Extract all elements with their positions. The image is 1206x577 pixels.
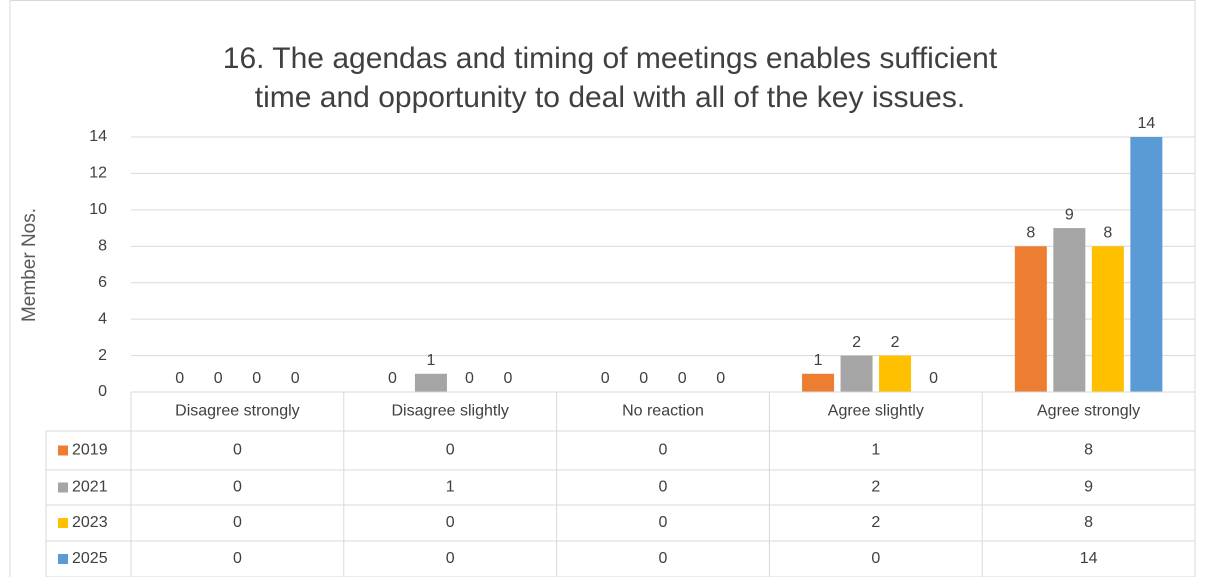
y-tick-label: 10 [89,201,107,218]
data-label: 0 [678,370,687,387]
table-cell: 0 [871,550,880,567]
table-cell: 9 [1084,479,1093,496]
data-label: 0 [214,370,223,387]
table-cell: 0 [233,442,242,459]
chart-title: 16. The agendas and timing of meetings e… [223,42,998,75]
table-cell: 1 [446,479,455,496]
bar [802,373,835,392]
bar [840,355,873,392]
legend-label: 2019 [72,442,108,459]
data-label: 0 [716,370,725,387]
data-label: 14 [1137,115,1155,132]
table-cell: 0 [446,514,455,531]
y-tick-label: 12 [89,165,107,182]
table-cell: 8 [1084,442,1093,459]
table-cell: 8 [1084,514,1093,531]
y-tick-label: 2 [98,347,107,364]
x-tick-label: Agree strongly [1037,403,1140,420]
table-cell: 0 [446,550,455,567]
data-label: 8 [1026,225,1035,242]
y-axis-title: Member Nos. [19,208,40,322]
table-cell: 0 [233,514,242,531]
legend-label: 2025 [72,550,108,567]
data-label: 1 [814,352,823,369]
data-label: 2 [852,334,861,351]
data-label: 9 [1065,206,1074,223]
legend-swatch [58,482,68,493]
data-label: 0 [388,370,397,387]
table-cell: 0 [233,550,242,567]
table-cell: 0 [446,442,455,459]
y-tick-label: 6 [98,274,107,291]
data-label: 0 [601,370,610,387]
data-label: 0 [929,370,938,387]
chart-border [9,0,1196,577]
legend-swatch [58,518,68,528]
legend-label: 2023 [72,514,108,531]
bar [1130,137,1163,392]
data-label: 1 [426,352,435,369]
table-cell: 1 [871,442,880,459]
bar [1014,246,1047,392]
table-cell: 2 [871,479,880,496]
bar [879,355,912,392]
x-tick-label: Disagree strongly [175,403,300,420]
bar [414,373,447,392]
x-tick-label: Agree slightly [828,403,924,420]
legend-label: 2021 [72,479,108,496]
y-tick-label: 14 [89,128,107,145]
table-cell: 0 [659,442,668,459]
data-label: 0 [252,370,261,387]
table-cell: 14 [1080,550,1098,567]
data-label: 0 [465,370,474,387]
legend-swatch [58,554,68,564]
bar [1053,228,1086,392]
legend-swatch [58,445,68,456]
y-tick-label: 0 [98,383,107,400]
x-tick-label: No reaction [622,403,704,420]
data-label: 2 [891,334,900,351]
table-cell: 0 [659,479,668,496]
y-tick-label: 4 [98,310,107,327]
table-cell: 0 [233,479,242,496]
data-label: 0 [291,370,300,387]
data-label: 0 [503,370,512,387]
y-tick-label: 8 [98,238,107,255]
chart-title: time and opportunity to deal with all of… [255,81,965,114]
table-cell: 0 [659,550,668,567]
table-cell: 2 [871,514,880,531]
data-label: 0 [175,370,184,387]
x-tick-label: Disagree slightly [392,403,509,420]
data-label: 8 [1103,225,1112,242]
data-label: 0 [639,370,648,387]
bar [1091,246,1124,392]
table-cell: 0 [659,514,668,531]
